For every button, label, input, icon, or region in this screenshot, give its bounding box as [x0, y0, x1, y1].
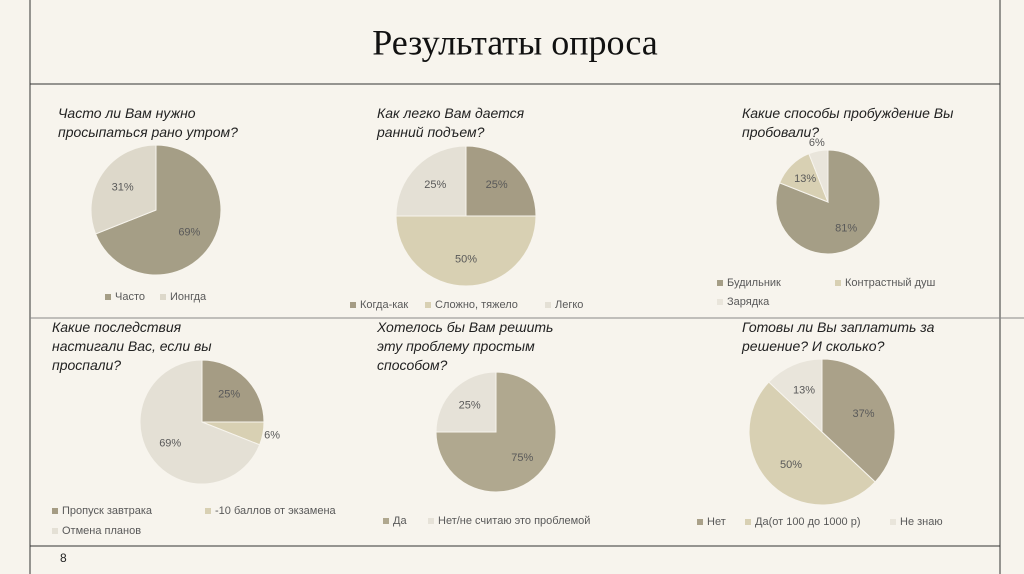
legend-label: -10 баллов от экзамена [215, 505, 337, 517]
legend-swatch [717, 280, 723, 286]
legend-label: Когда-как [360, 299, 408, 311]
chart-title: Какие последствия настигали Вас, если вы… [52, 319, 212, 373]
legend-swatch [383, 518, 389, 524]
legend-swatch [52, 528, 58, 534]
value-label: 6% [264, 429, 280, 441]
value-label: 25% [459, 400, 481, 412]
value-label: 13% [793, 384, 815, 396]
pie-slice [435, 371, 497, 433]
value-label: 69% [159, 438, 181, 450]
legend-swatch [428, 518, 434, 524]
legend-swatch [160, 294, 166, 300]
legend-swatch [205, 508, 211, 514]
value-label: 25% [486, 179, 508, 191]
legend-label: Нет/не считаю это проблемой [438, 515, 590, 527]
legend-swatch [425, 302, 431, 308]
value-label: 37% [853, 408, 875, 420]
legend-label: Нет [707, 516, 726, 528]
page-number: 8 [60, 551, 67, 565]
legend-label: Контрастный душ [845, 277, 936, 289]
pie-slice [201, 359, 265, 423]
pie-slice [395, 145, 467, 217]
legend-swatch [105, 294, 111, 300]
chart-title: Какие способы пробуждение Вы пробовали? [742, 105, 954, 140]
legend-label: Сложно, тяжело [435, 299, 518, 311]
legend-swatch [545, 302, 551, 308]
legend-swatch [745, 519, 751, 525]
pie-slice [395, 215, 537, 287]
value-label: 6% [809, 137, 825, 149]
legend-label: Да [393, 515, 407, 527]
pie-slice [748, 381, 876, 506]
legend-swatch [52, 508, 58, 514]
chart-title: Часто ли Вам нужно просыпаться рано утро… [58, 105, 238, 140]
legend-label: Часто [115, 291, 145, 303]
value-label: 50% [780, 459, 802, 471]
legend-label: Ионгда [170, 291, 207, 303]
pie-slice [768, 358, 823, 434]
pie-slice [808, 149, 829, 203]
legend-label: Да(от 100 до 1000 р) [755, 516, 861, 528]
legend-label: Будильник [727, 277, 781, 289]
legend-label: Отмена планов [62, 525, 141, 537]
chart-title: Готовы ли Вы заплатить за решение? И ско… [742, 319, 935, 354]
legend-label: Легко [555, 299, 583, 311]
pie-slice [90, 144, 157, 235]
legend-label: Зарядка [727, 296, 770, 308]
legend-swatch [697, 519, 703, 525]
chart-title: Как легко Вам дается ранний подъем? [377, 105, 525, 140]
legend-swatch [890, 519, 896, 525]
legend-swatch [717, 299, 723, 305]
legend-swatch [835, 280, 841, 286]
slide-title: Результаты опроса [372, 22, 658, 62]
pie-slice [465, 145, 537, 217]
value-label: 50% [455, 253, 477, 265]
value-label: 13% [794, 173, 816, 185]
pie-slice [139, 359, 261, 485]
value-label: 31% [112, 181, 134, 193]
pie-slice [821, 358, 896, 483]
chart-title: Хотелось бы Вам решить эту проблему прос… [377, 319, 554, 373]
value-label: 25% [218, 389, 240, 401]
legend-swatch [350, 302, 356, 308]
value-label: 75% [511, 452, 533, 464]
pie-slice [94, 144, 222, 276]
legend-label: Пропуск завтрака [62, 505, 153, 517]
pie-slice [435, 371, 557, 493]
value-label: 81% [835, 223, 857, 235]
legend-label: Не знаю [900, 516, 943, 528]
value-label: 69% [178, 227, 200, 239]
value-label: 25% [424, 179, 446, 191]
